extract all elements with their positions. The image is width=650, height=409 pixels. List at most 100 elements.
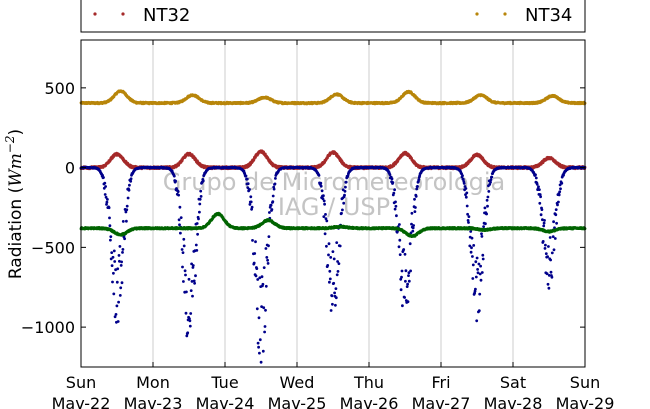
- data-point: [334, 303, 337, 307]
- data-point: [551, 235, 555, 239]
- data-point: [472, 244, 476, 247]
- data-point: [476, 268, 479, 271]
- grid: [152, 40, 514, 367]
- data-point: [332, 281, 336, 285]
- data-point: [393, 188, 396, 192]
- data-point: [554, 213, 558, 217]
- data-point: [244, 174, 248, 178]
- data-point: [182, 280, 185, 283]
- data-point: [112, 271, 115, 275]
- data-point: [181, 265, 184, 269]
- data-point: [397, 245, 401, 249]
- data-point: [254, 240, 257, 244]
- data-point: [401, 304, 404, 308]
- data-point: [116, 267, 120, 271]
- data-point: [471, 263, 475, 267]
- data-point: [464, 195, 468, 199]
- data-point: [406, 282, 409, 286]
- data-point: [127, 188, 131, 192]
- data-point: [198, 197, 202, 201]
- data-point: [187, 277, 191, 281]
- data-point: [546, 282, 550, 286]
- data-point: [322, 194, 325, 198]
- data-point: [248, 188, 251, 191]
- legend-marker-nt32: [121, 12, 125, 16]
- data-point: [179, 216, 183, 220]
- data-point: [485, 212, 488, 216]
- data-point: [263, 325, 267, 328]
- data-point: [537, 185, 540, 189]
- data-point: [248, 203, 252, 206]
- data-point: [553, 237, 557, 240]
- data-point: [119, 286, 123, 290]
- data-point: [274, 177, 277, 180]
- data-point: [539, 213, 543, 217]
- data-point: [328, 269, 332, 273]
- data-point: [410, 211, 414, 215]
- data-point: [403, 296, 406, 299]
- data-point: [252, 261, 256, 265]
- data-point: [330, 294, 334, 298]
- data-point: [334, 287, 338, 290]
- data-point: [182, 237, 186, 241]
- data-point: [184, 311, 188, 315]
- data-point: [125, 208, 129, 212]
- data-point: [415, 187, 419, 191]
- data-point: [467, 215, 471, 219]
- data-point: [120, 281, 124, 285]
- data-point: [557, 193, 561, 197]
- data-point: [258, 351, 261, 355]
- data-point: [464, 187, 468, 190]
- data-point: [342, 201, 346, 205]
- data-point: [245, 177, 249, 181]
- data-point: [263, 330, 266, 334]
- data-point: [390, 177, 394, 181]
- data-point: [474, 260, 478, 264]
- data-point: [535, 182, 539, 186]
- data-point: [191, 264, 195, 267]
- legend: NT32 NT34: [80, 0, 586, 33]
- data-point: [402, 248, 406, 251]
- data-point: [258, 338, 262, 342]
- data-point: [189, 312, 193, 315]
- data-point: [111, 255, 115, 259]
- data-point: [102, 176, 105, 179]
- data-point: [326, 264, 330, 267]
- data-point: [185, 334, 189, 338]
- data-point: [487, 190, 491, 193]
- data-point: [257, 345, 260, 349]
- data-point: [322, 199, 326, 203]
- data-point: [408, 242, 412, 246]
- data-point: [465, 191, 469, 195]
- data-point: [482, 225, 485, 229]
- data-point: [480, 235, 484, 238]
- data-point: [413, 210, 417, 214]
- data-point: [249, 195, 253, 199]
- data-point: [271, 200, 275, 204]
- data-points: [79, 89, 587, 364]
- data-point: [471, 255, 474, 258]
- data-point: [399, 288, 403, 292]
- data-point: [177, 218, 181, 222]
- data-point: [547, 286, 551, 290]
- data-point: [272, 187, 276, 191]
- data-point: [470, 246, 473, 250]
- data-point: [543, 219, 546, 222]
- data-point: [115, 304, 119, 308]
- data-point: [398, 223, 401, 226]
- data-point: [113, 260, 117, 263]
- data-point: [538, 201, 542, 205]
- data-point: [335, 273, 339, 277]
- data-point: [192, 279, 196, 283]
- data-point: [261, 349, 265, 353]
- data-point: [188, 324, 192, 328]
- data-point: [393, 207, 397, 211]
- data-point: [406, 300, 410, 304]
- data-point: [196, 232, 200, 236]
- data-point: [327, 242, 331, 246]
- data-point: [188, 319, 192, 323]
- data-point: [411, 229, 415, 233]
- data-point: [126, 196, 130, 200]
- data-point: [484, 222, 487, 226]
